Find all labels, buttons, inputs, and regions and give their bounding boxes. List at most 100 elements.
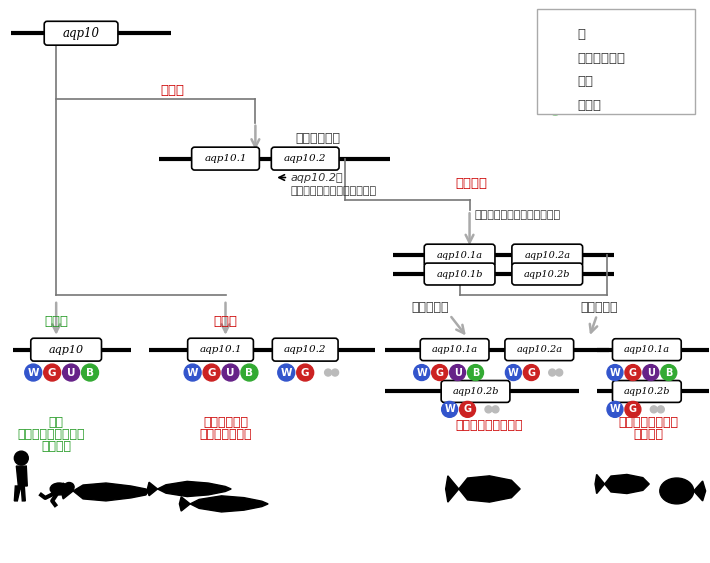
- Circle shape: [442, 401, 458, 417]
- Polygon shape: [459, 476, 520, 502]
- Circle shape: [297, 364, 314, 381]
- Text: G: G: [48, 368, 56, 378]
- Text: W: W: [444, 404, 455, 414]
- Text: 古代魚: 古代魚: [214, 315, 238, 328]
- Text: 肉鰭類: 肉鰭類: [44, 315, 68, 328]
- Text: ポリプテルス: ポリプテルス: [203, 416, 248, 429]
- Text: B: B: [551, 101, 559, 111]
- Text: W: W: [508, 368, 519, 378]
- Text: aqp10.1a: aqp10.1a: [432, 345, 478, 354]
- Circle shape: [549, 369, 556, 376]
- FancyBboxPatch shape: [271, 147, 339, 170]
- Circle shape: [546, 97, 564, 115]
- Polygon shape: [180, 497, 190, 511]
- Polygon shape: [61, 483, 73, 499]
- Text: aqp10.1: aqp10.1: [200, 345, 242, 354]
- FancyBboxPatch shape: [512, 244, 583, 266]
- Circle shape: [492, 406, 499, 413]
- FancyBboxPatch shape: [441, 381, 510, 403]
- Circle shape: [506, 365, 521, 381]
- Circle shape: [332, 369, 339, 376]
- Circle shape: [650, 406, 657, 413]
- Text: aqp10.1a: aqp10.1a: [624, 345, 670, 354]
- Circle shape: [25, 364, 42, 381]
- Text: U: U: [67, 368, 75, 378]
- Text: ヒト: ヒト: [49, 416, 64, 429]
- Circle shape: [241, 364, 258, 381]
- Text: タンデム重複: タンデム重複: [295, 132, 340, 145]
- Circle shape: [485, 406, 492, 413]
- Circle shape: [625, 401, 641, 417]
- Text: W: W: [610, 368, 621, 378]
- Text: ハイギョ: ハイギョ: [41, 440, 71, 453]
- Circle shape: [523, 365, 540, 381]
- FancyBboxPatch shape: [512, 263, 583, 285]
- Polygon shape: [694, 481, 706, 501]
- Circle shape: [546, 25, 564, 43]
- FancyBboxPatch shape: [31, 338, 102, 361]
- FancyBboxPatch shape: [192, 147, 259, 170]
- Circle shape: [607, 401, 623, 417]
- Text: W: W: [416, 368, 427, 378]
- Circle shape: [222, 364, 239, 381]
- Text: 遺伝子欠失: 遺伝子欠失: [580, 301, 618, 314]
- Text: aqp10.2: aqp10.2: [284, 154, 327, 163]
- FancyBboxPatch shape: [505, 339, 574, 361]
- Text: スポテッドガー: スポテッドガー: [200, 428, 252, 441]
- Ellipse shape: [50, 483, 68, 495]
- Circle shape: [625, 365, 641, 381]
- Circle shape: [459, 401, 476, 417]
- Text: U: U: [647, 368, 655, 378]
- Text: B: B: [472, 368, 479, 378]
- Text: aqp10.2a: aqp10.2a: [524, 251, 570, 260]
- Polygon shape: [446, 476, 459, 502]
- Polygon shape: [190, 496, 268, 512]
- FancyBboxPatch shape: [613, 381, 681, 403]
- Text: U: U: [454, 368, 462, 378]
- Text: G: G: [464, 404, 471, 414]
- Text: B: B: [665, 368, 672, 378]
- Text: W: W: [549, 29, 562, 39]
- FancyBboxPatch shape: [187, 338, 253, 361]
- Text: タイヘイヨウニシン: タイヘイヨウニシン: [456, 419, 523, 432]
- Circle shape: [14, 451, 28, 465]
- Ellipse shape: [64, 482, 74, 491]
- Text: G: G: [207, 368, 216, 378]
- Text: 条鰭類: 条鰭類: [160, 84, 185, 97]
- Text: グリセロール: グリセロール: [577, 52, 625, 65]
- Circle shape: [414, 365, 430, 381]
- Text: 真骨魚類特異的全ゲノム重複: 真骨魚類特異的全ゲノム重複: [474, 211, 561, 220]
- Circle shape: [203, 364, 220, 381]
- Polygon shape: [595, 475, 605, 494]
- Text: 真骨魚類: 真骨魚類: [456, 177, 488, 190]
- Polygon shape: [605, 475, 649, 494]
- Text: G: G: [436, 368, 444, 378]
- Circle shape: [643, 365, 659, 381]
- Circle shape: [449, 365, 466, 381]
- Text: aqp10.2b: aqp10.2b: [524, 270, 571, 279]
- Circle shape: [44, 364, 60, 381]
- Text: ゼブラフィッシュ: ゼブラフィッシュ: [619, 416, 679, 429]
- Circle shape: [556, 369, 563, 376]
- Text: G: G: [301, 368, 310, 378]
- Text: G: G: [629, 368, 637, 378]
- Text: U: U: [226, 368, 235, 378]
- Text: アフリカツメガエル: アフリカツメガエル: [18, 428, 85, 441]
- Circle shape: [657, 406, 665, 413]
- Text: aqp10.2b: aqp10.2b: [623, 387, 670, 396]
- Text: G: G: [551, 53, 559, 63]
- Ellipse shape: [660, 478, 694, 504]
- Circle shape: [661, 365, 677, 381]
- FancyBboxPatch shape: [420, 339, 489, 361]
- Text: 水: 水: [577, 28, 585, 41]
- Circle shape: [324, 369, 332, 376]
- Circle shape: [546, 73, 564, 91]
- Circle shape: [468, 365, 484, 381]
- Circle shape: [607, 365, 623, 381]
- FancyBboxPatch shape: [613, 339, 681, 361]
- Text: aqp10.1b: aqp10.1b: [437, 270, 483, 279]
- Text: aqp10.1a: aqp10.1a: [437, 251, 483, 260]
- Text: aqp10.2の: aqp10.2の: [290, 172, 343, 182]
- Circle shape: [278, 364, 295, 381]
- FancyBboxPatch shape: [537, 10, 694, 114]
